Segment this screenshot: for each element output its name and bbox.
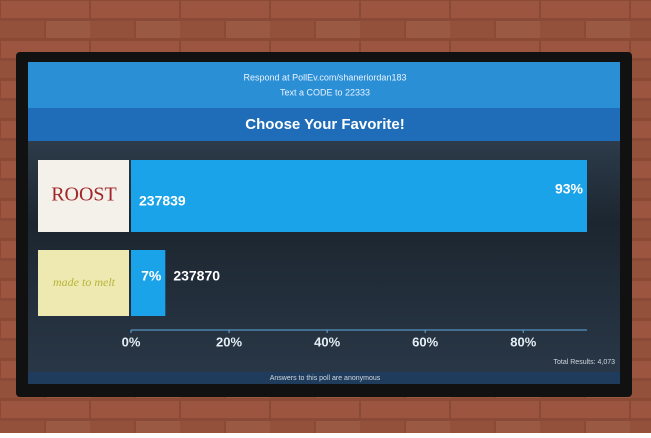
- value-label: 7%: [141, 268, 162, 284]
- x-tick-label: 0%: [122, 334, 141, 349]
- category-label: ROOST: [51, 184, 117, 206]
- x-tick-label: 60%: [412, 334, 438, 349]
- bar: [131, 160, 587, 232]
- value-label: 93%: [555, 181, 584, 197]
- x-tick-label: 80%: [510, 334, 536, 349]
- chart-title: Choose Your Favorite!: [245, 116, 404, 133]
- code-text: Text a CODE to 22333: [280, 87, 370, 97]
- footer-text: Answers to this poll are anonymous: [270, 375, 381, 382]
- category-label: made to melt: [53, 275, 116, 289]
- header-band: [28, 62, 620, 108]
- x-tick-label: 20%: [216, 334, 242, 349]
- total-results: Total Results: 4,073: [554, 359, 616, 366]
- x-tick-label: 40%: [314, 334, 340, 349]
- photo: Respond at PollEv.com/shaneriordan183 Te…: [0, 0, 651, 433]
- respond-text: Respond at PollEv.com/shaneriordan183: [244, 72, 407, 82]
- code-label: 237839: [139, 193, 186, 209]
- code-label: 237870: [173, 268, 220, 284]
